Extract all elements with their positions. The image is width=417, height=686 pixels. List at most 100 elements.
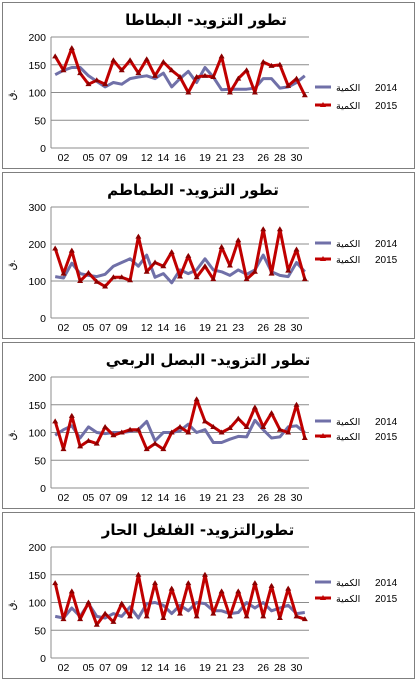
data-point-2015	[276, 61, 283, 67]
data-point-2015	[285, 267, 292, 273]
y-tick-label: 100	[28, 598, 46, 610]
data-point-2015	[251, 580, 258, 586]
data-point-2015	[135, 70, 142, 76]
x-tick-label: 09	[116, 152, 128, 164]
data-point-2015	[160, 615, 167, 621]
data-point-2015	[143, 446, 150, 452]
legend-label-2015: الكمية	[336, 101, 360, 112]
data-point-2015	[168, 249, 175, 255]
legend-label-2014: الكمية	[336, 578, 360, 589]
y-axis-label: ق.	[7, 260, 18, 271]
data-point-2015	[52, 245, 59, 251]
data-point-2015	[118, 600, 125, 606]
x-tick-label: 09	[116, 322, 128, 334]
y-tick-label: 100	[28, 88, 46, 100]
y-tick-label: 150	[28, 570, 46, 582]
data-point-2015	[102, 283, 109, 289]
data-point-2015	[193, 274, 200, 280]
x-tick-label: 30	[291, 322, 303, 334]
data-point-2015	[226, 613, 233, 619]
legend-year-2014: 2014	[375, 417, 398, 428]
x-tick-label: 02	[58, 152, 70, 164]
x-tick-label: 05	[83, 152, 95, 164]
data-point-2015	[168, 585, 175, 591]
series-line-2014	[54, 418, 306, 444]
data-point-2015	[293, 246, 300, 252]
x-tick-label: 23	[232, 662, 244, 674]
x-tick-label: 28	[274, 492, 286, 504]
data-point-2015	[285, 429, 292, 435]
x-tick-label: 28	[274, 322, 286, 334]
data-point-2015	[210, 423, 217, 429]
data-point-2015	[110, 274, 117, 280]
data-point-2015	[243, 423, 250, 429]
data-point-2015	[77, 278, 84, 283]
y-axis-label: ق.	[7, 90, 18, 101]
data-point-2015	[143, 613, 150, 619]
data-point-2015	[276, 615, 283, 621]
data-point-2015	[201, 571, 208, 577]
y-axis-label: ق.	[7, 430, 18, 441]
x-tick-label: 21	[216, 492, 228, 504]
data-point-2015	[210, 276, 217, 282]
x-tick-label: 16	[174, 322, 186, 334]
legend-marker-2015	[320, 256, 326, 261]
data-point-2015	[102, 423, 109, 429]
data-point-2015	[68, 247, 75, 253]
x-tick-label: 07	[99, 322, 111, 334]
data-point-2015	[77, 70, 84, 76]
data-point-2015	[152, 259, 159, 265]
legend-year-2014: 2014	[375, 239, 398, 250]
x-tick-label: 19	[199, 152, 211, 164]
data-point-2015	[118, 429, 125, 435]
data-point-2015	[268, 410, 275, 416]
data-point-2015	[177, 423, 183, 429]
x-tick-label: 19	[199, 322, 211, 334]
data-point-2015	[68, 412, 75, 418]
x-tick-label: 05	[83, 662, 95, 674]
data-point-2015	[301, 276, 308, 282]
data-point-2015	[102, 610, 109, 616]
x-tick-label: 28	[274, 662, 286, 674]
x-tick-label: 23	[232, 152, 244, 164]
y-tick-label: 200	[28, 239, 46, 251]
x-tick-label: 12	[141, 492, 153, 504]
data-point-2015	[168, 67, 175, 73]
x-tick-label: 19	[199, 492, 211, 504]
data-point-2015	[85, 599, 92, 605]
legend-marker-2015	[320, 595, 326, 600]
data-point-2015	[226, 89, 233, 95]
data-point-2015	[243, 276, 250, 282]
chart-title: تطور التزويد- البطاطا	[125, 11, 287, 29]
data-point-2015	[93, 440, 100, 446]
data-point-2015	[193, 73, 200, 79]
data-point-2015	[226, 262, 233, 268]
data-point-2015	[260, 226, 267, 232]
x-tick-label: 14	[158, 492, 170, 504]
data-point-2015	[127, 277, 134, 283]
x-tick-label: 07	[99, 492, 111, 504]
x-tick-label: 12	[141, 152, 153, 164]
data-point-2015	[218, 243, 225, 249]
data-point-2015	[218, 429, 225, 435]
x-tick-label: 09	[116, 492, 128, 504]
data-point-2015	[160, 446, 167, 452]
data-point-2015	[293, 613, 300, 619]
legend-label-2014: الكمية	[336, 239, 360, 250]
data-point-2015	[127, 57, 134, 63]
data-point-2015	[293, 75, 300, 81]
data-point-2015	[85, 81, 92, 87]
data-point-2015	[185, 429, 192, 435]
data-point-2015	[110, 618, 117, 624]
data-point-2015	[77, 443, 84, 449]
data-point-2015	[177, 610, 183, 616]
x-tick-label: 14	[158, 152, 170, 164]
x-tick-label: 26	[257, 152, 269, 164]
x-tick-label: 07	[99, 152, 111, 164]
legend-year-2015: 2015	[375, 594, 398, 605]
data-point-2015	[60, 270, 67, 276]
legend-year-2015: 2015	[375, 101, 398, 112]
y-tick-label: 300	[28, 202, 46, 214]
data-point-2015	[301, 435, 308, 441]
x-tick-label: 14	[158, 662, 170, 674]
